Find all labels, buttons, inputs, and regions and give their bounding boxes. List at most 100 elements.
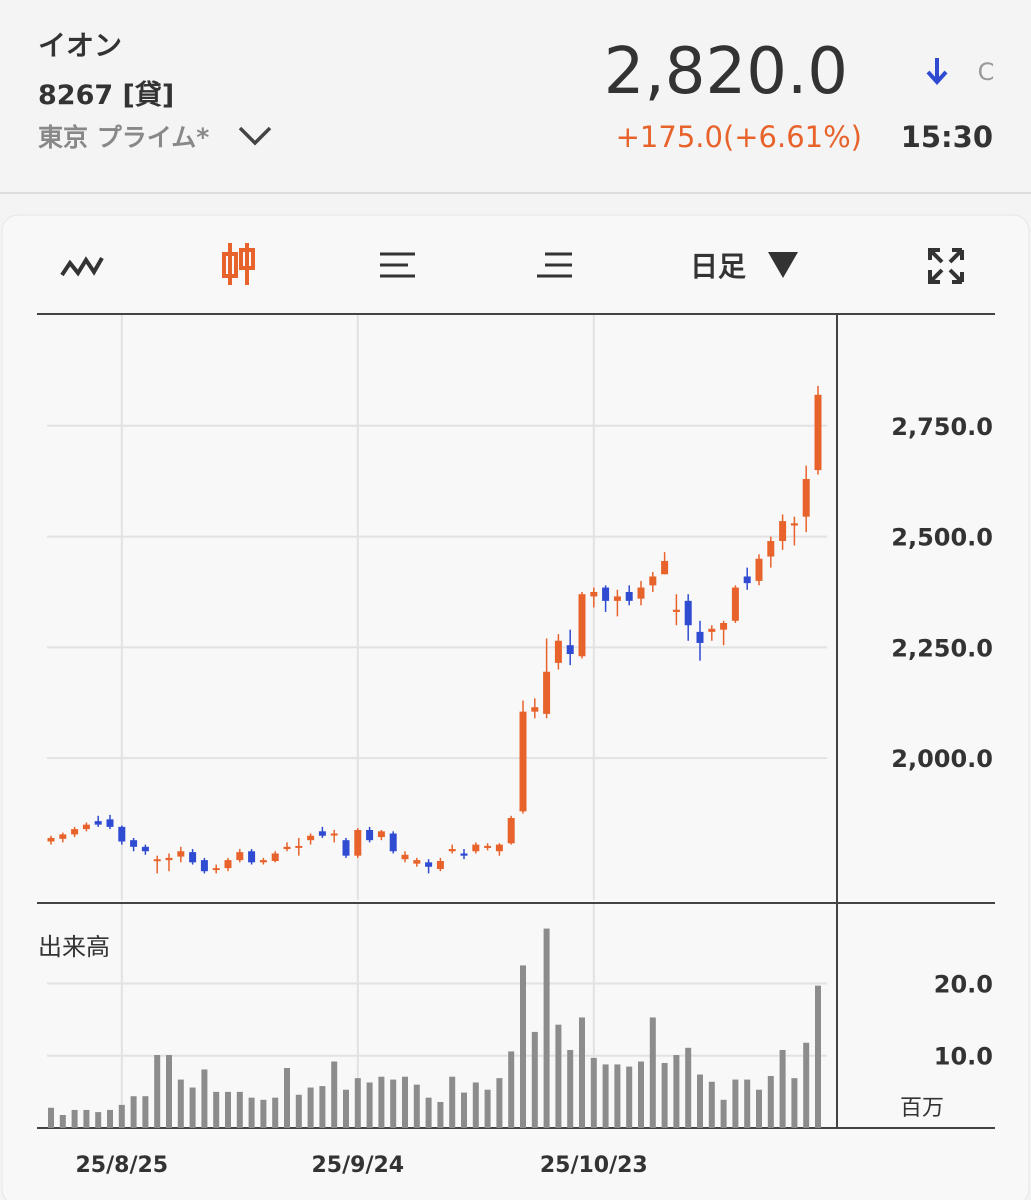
volume-bar xyxy=(201,1069,208,1128)
volume-bar xyxy=(272,1097,279,1128)
volume-bar xyxy=(390,1079,397,1128)
candle-body xyxy=(47,837,55,842)
volume-bar xyxy=(697,1074,703,1128)
candle-body xyxy=(460,853,468,856)
candle-body xyxy=(248,851,256,863)
volume-bar xyxy=(590,1057,597,1128)
volume-bar xyxy=(319,1086,326,1128)
volume-bar xyxy=(71,1109,78,1128)
candle-body xyxy=(531,707,539,712)
candle-body xyxy=(59,834,67,839)
candle-body xyxy=(177,851,185,857)
candle-body xyxy=(165,857,173,861)
volume-bar xyxy=(803,1042,810,1128)
candle-body xyxy=(94,821,102,825)
volume-bar xyxy=(461,1092,467,1128)
volume-bar xyxy=(484,1089,491,1128)
candle-body xyxy=(731,587,739,621)
candle-chart-icon[interactable] xyxy=(222,243,255,285)
price-change: +175.0(+6.61%) xyxy=(616,120,862,154)
volume-bar xyxy=(626,1066,633,1128)
volume-bar xyxy=(213,1091,220,1128)
candle-body xyxy=(295,845,303,848)
volume-bar xyxy=(555,1024,562,1128)
candle-body xyxy=(82,824,90,830)
candle-body xyxy=(330,833,338,836)
candle-body xyxy=(118,826,126,842)
volume-bar xyxy=(331,1061,338,1128)
candle-body xyxy=(106,819,114,827)
volume-bar xyxy=(154,1055,161,1128)
volume-bar xyxy=(142,1096,149,1128)
volume-bar xyxy=(531,1031,538,1128)
indicator-icon[interactable] xyxy=(380,252,415,278)
volume-bar xyxy=(579,1017,585,1128)
candle-body xyxy=(696,631,704,643)
candle-body xyxy=(448,849,456,852)
candle-body xyxy=(637,587,645,599)
volume-tick-label: 20.0 xyxy=(934,970,993,998)
candle-body xyxy=(354,829,362,856)
volume-bar xyxy=(472,1082,479,1128)
market-chevron[interactable] xyxy=(238,126,272,146)
volume-bar xyxy=(95,1112,102,1128)
volume-bar xyxy=(567,1049,574,1128)
volume-bar xyxy=(685,1047,692,1128)
stock-name: イオン xyxy=(38,29,122,62)
candle-body xyxy=(212,868,220,871)
volume-bar xyxy=(284,1068,290,1128)
x-tick-label: 25/10/23 xyxy=(540,1153,648,1178)
volume-bar xyxy=(307,1087,314,1128)
candle-body xyxy=(649,576,657,586)
volume-bar xyxy=(378,1076,385,1128)
volume-bar xyxy=(649,1017,656,1128)
volume-bar xyxy=(260,1099,267,1128)
x-tick-label: 25/8/25 xyxy=(75,1153,168,1178)
down-arrow xyxy=(926,58,948,85)
candle-body xyxy=(224,860,232,869)
period-select[interactable]: 日足 xyxy=(690,250,746,283)
market[interactable]: 東京 プライム* xyxy=(38,123,209,152)
volume-bar xyxy=(744,1079,751,1128)
y-tick-label: 2,500.0 xyxy=(891,524,993,552)
candle-body xyxy=(661,560,669,575)
candle-body xyxy=(484,845,492,848)
volume-bar xyxy=(779,1049,786,1128)
candle-body xyxy=(684,600,692,626)
line-chart-icon[interactable] xyxy=(60,256,104,277)
volume-bar xyxy=(295,1094,302,1128)
candle-body xyxy=(507,818,515,844)
volume-bar xyxy=(236,1091,243,1128)
candle-body xyxy=(71,829,79,835)
x-tick-label: 25/9/24 xyxy=(311,1153,404,1178)
candle-body xyxy=(307,835,315,841)
volume-bar xyxy=(791,1078,798,1128)
volume-unit: 百万 xyxy=(900,1096,944,1121)
candle-body xyxy=(495,844,503,852)
candle-body xyxy=(790,523,798,526)
volume-bar xyxy=(343,1089,349,1128)
candle-body xyxy=(141,846,149,852)
volume-bar xyxy=(59,1114,66,1128)
candle-body xyxy=(130,840,138,847)
volume-bar xyxy=(248,1097,255,1128)
candle-body xyxy=(472,844,480,852)
candle-body xyxy=(342,840,350,856)
period-triangle[interactable] xyxy=(768,252,798,278)
candle-body xyxy=(755,558,763,581)
candle-body xyxy=(578,594,586,657)
candle-body xyxy=(814,394,822,471)
candle-body xyxy=(767,541,775,557)
candle-body xyxy=(625,591,633,601)
candle-body xyxy=(389,833,397,852)
overlay-icon[interactable] xyxy=(537,252,572,278)
volume-bar xyxy=(130,1096,137,1128)
volume-bar xyxy=(437,1101,444,1128)
volume-bar xyxy=(189,1087,196,1128)
stock-code: 8267 [貸] xyxy=(38,79,174,111)
volume-title: 出来高 xyxy=(38,933,110,961)
volume-bar xyxy=(225,1091,231,1128)
fullscreen-icon[interactable] xyxy=(928,248,964,284)
volume-bar xyxy=(673,1055,680,1128)
